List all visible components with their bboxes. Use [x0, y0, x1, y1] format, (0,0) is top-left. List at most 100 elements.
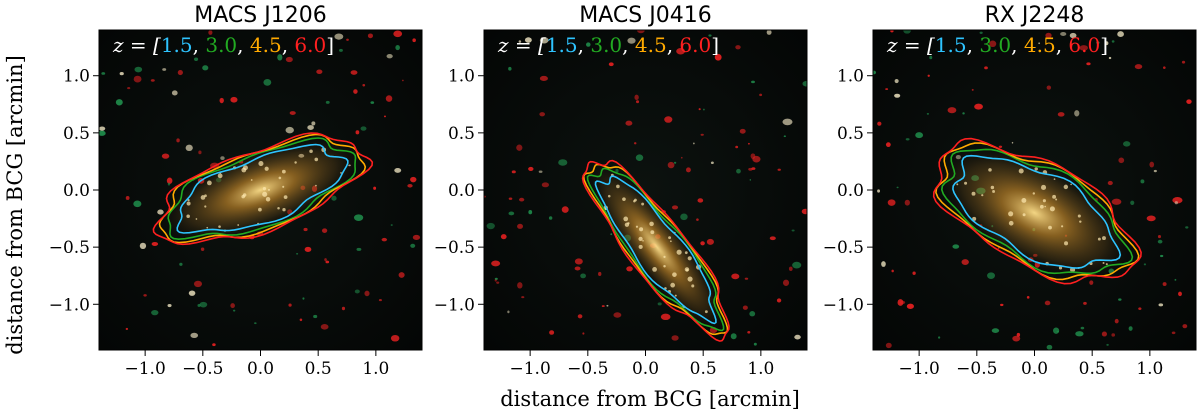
cluster-member: [186, 201, 191, 206]
cluster-member: [668, 236, 672, 240]
background-galaxy: [984, 66, 988, 70]
background-galaxy: [680, 213, 688, 221]
cluster-member: [663, 264, 666, 268]
background-galaxy: [748, 167, 753, 171]
sky-image: [99, 30, 422, 350]
cluster-member: [650, 230, 655, 235]
redshift-legend-prefix: z = [: [112, 33, 161, 57]
background-galaxy: [896, 186, 899, 189]
background-galaxy: [1057, 112, 1065, 117]
background-galaxy: [350, 70, 358, 75]
background-galaxy: [1044, 300, 1051, 306]
background-galaxy: [877, 121, 882, 126]
background-galaxy: [905, 138, 910, 141]
background-galaxy: [220, 156, 225, 161]
background-galaxy: [296, 252, 299, 255]
background-galaxy: [625, 120, 633, 126]
background-galaxy: [150, 79, 155, 82]
background-galaxy: [285, 56, 293, 63]
background-galaxy: [125, 327, 129, 330]
sky-image: [873, 30, 1196, 350]
redshift-legend-separator: ,: [967, 33, 980, 57]
background-galaxy: [801, 208, 807, 215]
background-galaxy: [582, 332, 585, 335]
background-galaxy: [574, 258, 583, 265]
cluster-member: [1044, 205, 1046, 208]
background-galaxy: [1011, 141, 1014, 144]
redshift-legend-value: 1.5: [935, 33, 967, 57]
background-galaxy: [660, 313, 671, 321]
background-galaxy: [179, 262, 183, 266]
y-tick-label: −0.5: [823, 238, 864, 258]
cluster-member: [642, 239, 644, 242]
background-galaxy: [99, 130, 106, 136]
background-galaxy: [390, 334, 400, 342]
cluster-member: [1008, 220, 1014, 226]
background-galaxy: [518, 40, 522, 43]
redshift-legend-suffix: ]: [711, 33, 719, 57]
background-galaxy: [254, 322, 257, 325]
cluster-member: [206, 226, 209, 229]
cluster-member: [1063, 184, 1069, 190]
background-galaxy: [299, 318, 303, 322]
redshift-legend-separator: ,: [1011, 33, 1024, 57]
background-galaxy: [176, 138, 180, 143]
cluster-member: [981, 194, 984, 197]
cluster-member: [258, 160, 264, 167]
background-galaxy: [325, 260, 330, 264]
background-galaxy: [961, 259, 969, 266]
background-galaxy: [171, 90, 178, 96]
background-galaxy: [1075, 331, 1084, 337]
background-galaxy: [524, 37, 532, 43]
background-galaxy: [193, 280, 203, 288]
background-galaxy: [494, 279, 497, 282]
cluster-member: [685, 268, 689, 272]
background-galaxy: [188, 290, 196, 296]
cluster-member: [267, 188, 270, 191]
x-tick-label: −1.0: [125, 359, 166, 379]
background-galaxy: [491, 260, 501, 267]
x-tick-label: 0.0: [632, 359, 659, 379]
cluster-member: [241, 167, 247, 173]
background-galaxy: [410, 243, 416, 248]
critical-curve-z-1.5: [952, 154, 1122, 269]
background-galaxy: [1111, 198, 1122, 205]
cluster-member: [624, 222, 630, 227]
background-galaxy: [735, 145, 739, 149]
background-galaxy: [346, 38, 349, 41]
background-galaxy: [730, 333, 737, 340]
background-galaxy: [412, 38, 416, 43]
panel-2: z = [1.5, 3.0, 4.5, 6.0]MACS J0416−1.0 −0…: [434, 3, 808, 379]
background-galaxy: [127, 87, 131, 90]
background-galaxy: [385, 95, 393, 102]
background-galaxy: [539, 36, 549, 44]
redshift-legend-value: 4.5: [1024, 33, 1056, 57]
background-galaxy: [407, 183, 413, 188]
x-tick-label: 0.5: [1079, 359, 1106, 379]
cluster-member: [1049, 206, 1055, 212]
y-tick-label: 0.5: [837, 124, 864, 144]
background-galaxy: [685, 167, 691, 173]
cluster-light: [161, 139, 360, 241]
x-tick-label: −1.0: [510, 359, 551, 379]
background-galaxy: [906, 303, 914, 309]
background-galaxy: [307, 125, 314, 130]
background-galaxy: [304, 246, 312, 252]
background-galaxy: [788, 266, 793, 271]
cluster-member: [264, 166, 269, 171]
background-galaxy: [894, 78, 899, 84]
cluster-member: [1070, 183, 1072, 186]
background-galaxy: [289, 111, 296, 115]
background-galaxy: [1053, 327, 1060, 334]
background-galaxy: [511, 170, 516, 174]
cluster-member: [652, 267, 657, 272]
background-galaxy: [1162, 282, 1167, 286]
background-galaxy: [143, 294, 147, 297]
background-galaxy: [1038, 42, 1041, 45]
cluster-member: [1053, 178, 1056, 181]
background-galaxy: [676, 48, 686, 55]
background-galaxy: [708, 34, 712, 37]
background-galaxy: [395, 44, 400, 51]
background-galaxy: [134, 66, 143, 73]
